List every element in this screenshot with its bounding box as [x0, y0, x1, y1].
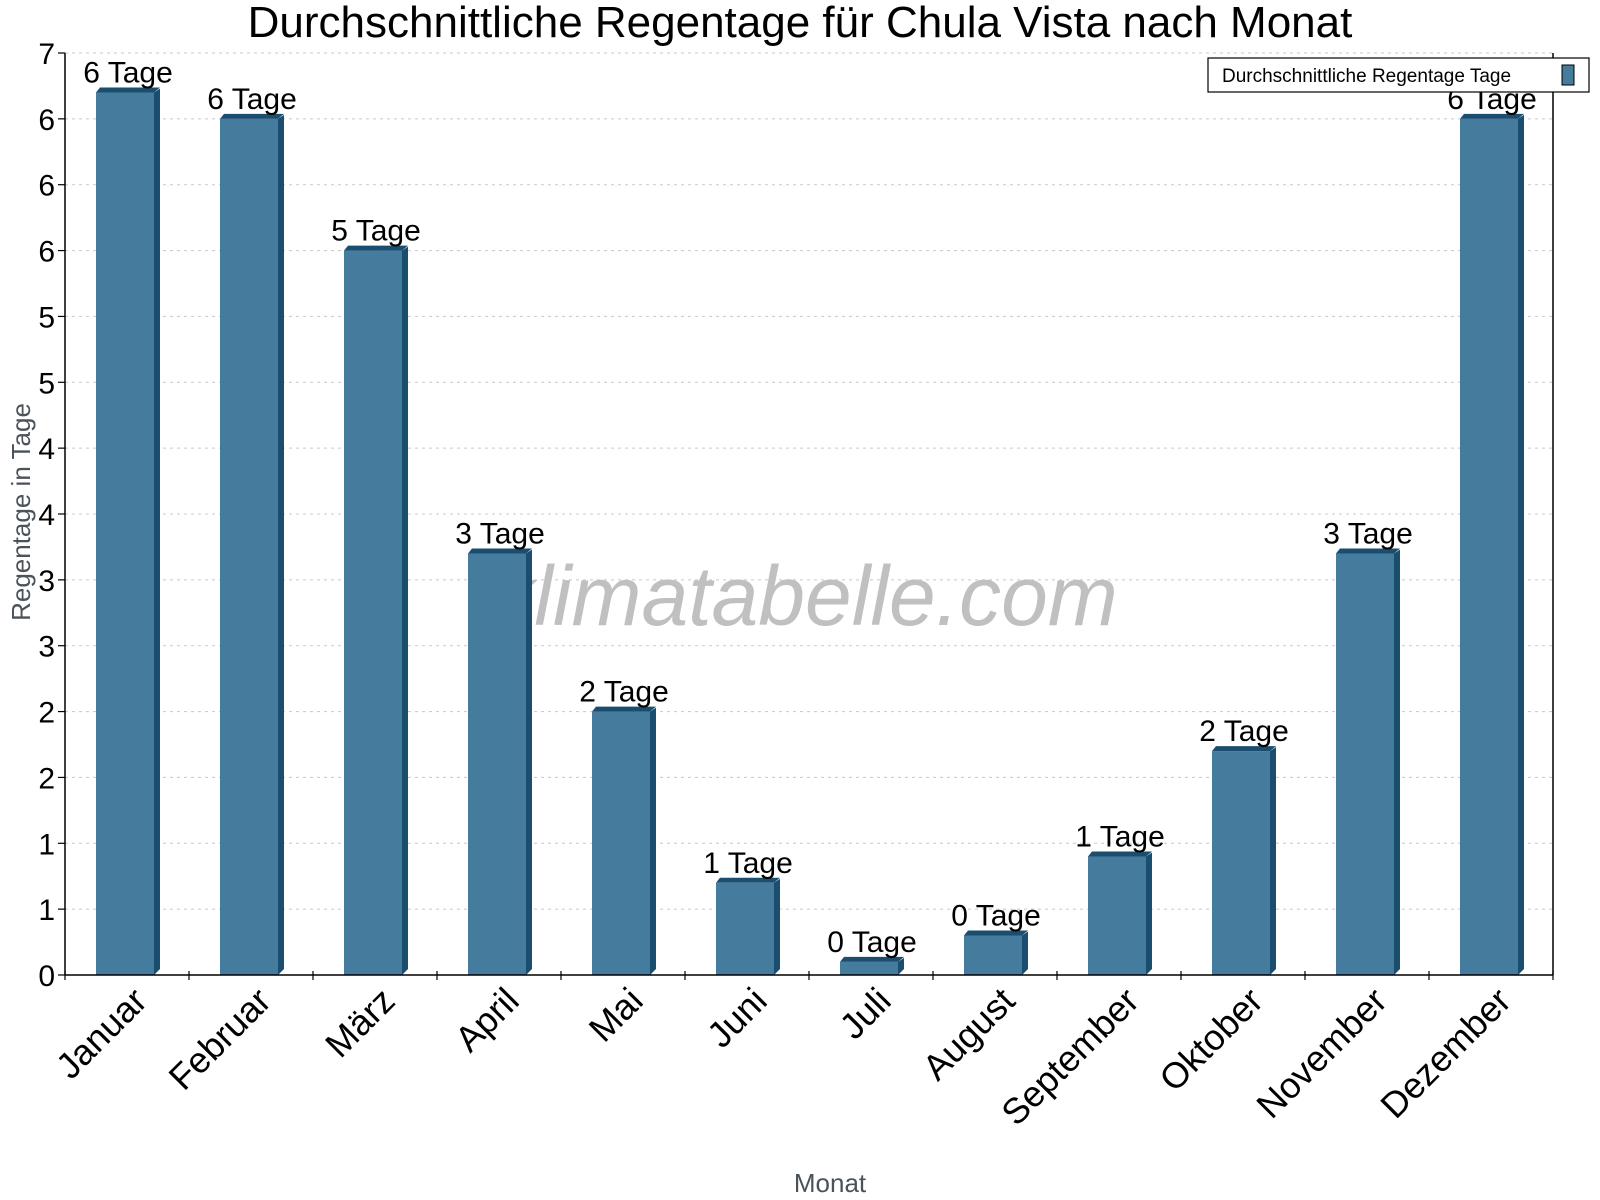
legend-box	[1207, 57, 1590, 93]
y-tick-label: 5	[38, 367, 55, 400]
bar-november: 3 Tage	[1323, 518, 1413, 975]
x-tick-label: Juli	[831, 980, 898, 1047]
y-tick-label: 6	[38, 236, 55, 269]
x-tick-label: Mai	[581, 980, 651, 1050]
bar-value-label: 0 Tage	[827, 926, 917, 959]
x-tick-label: Januar	[48, 980, 155, 1087]
y-tick-label: 2	[38, 697, 55, 730]
y-tick-label: 3	[38, 631, 55, 664]
y-tick-label: 3	[38, 565, 55, 598]
bar-value-label: 2 Tage	[1199, 715, 1289, 748]
bar-value-label: 2 Tage	[579, 676, 669, 709]
y-tick-label: 0	[38, 960, 55, 993]
bar-august: 0 Tage	[951, 899, 1041, 975]
bar-value-label: 3 Tage	[455, 518, 545, 551]
gridlines	[65, 52, 1553, 910]
x-tick-label: Dezember	[1372, 980, 1518, 1126]
bar-oktober: 2 Tage	[1199, 715, 1289, 975]
x-tick-label: März	[317, 980, 403, 1066]
y-tick-label: 4	[38, 499, 55, 532]
y-tick-label: 6	[38, 170, 55, 203]
y-tick-label: 6	[38, 104, 55, 137]
bar-value-label: 6 Tage	[207, 83, 297, 116]
y-tick-label: 1	[38, 894, 55, 927]
x-axis-title: Monat	[794, 1168, 867, 1198]
y-tick-label: 4	[38, 433, 55, 466]
bar-value-label: 6 Tage	[83, 57, 173, 90]
y-tick-label: 7	[38, 38, 55, 71]
bar-märz: 5 Tage	[331, 215, 421, 976]
bar-dezember: 6 Tage	[1447, 83, 1537, 976]
bar-juli: 0 Tage	[827, 926, 917, 975]
x-tick-label: April	[447, 980, 527, 1060]
x-tick-label: Februar	[161, 980, 279, 1098]
watermark: klimatabelle.com	[492, 549, 1118, 643]
legend: Durchschnittliche Regentage Tage	[1207, 57, 1590, 93]
legend-label: Durchschnittliche Regentage Tage	[1222, 66, 1511, 87]
bar-februar: 6 Tage	[207, 83, 297, 976]
x-tick-label: Oktober	[1151, 980, 1271, 1100]
x-tick-label: August	[914, 980, 1022, 1088]
y-tick-label: 1	[38, 828, 55, 861]
bar-value-label: 3 Tage	[1323, 518, 1413, 551]
bar-value-label: 1 Tage	[703, 847, 793, 880]
bar-januar: 6 Tage	[83, 57, 173, 975]
bar-value-label: 5 Tage	[331, 215, 421, 248]
bar-juni: 1 Tage	[703, 847, 793, 975]
y-tick-label: 5	[38, 301, 55, 334]
x-tick-label: November	[1248, 980, 1394, 1126]
bar-september: 1 Tage	[1075, 820, 1165, 975]
bar-april: 3 Tage	[455, 518, 545, 975]
bar-value-label: 1 Tage	[1075, 820, 1165, 853]
y-tick-label: 2	[38, 762, 55, 795]
bar-value-label: 0 Tage	[951, 899, 1041, 932]
y-axis-title: Regentage in Tage	[6, 403, 36, 621]
x-tick-label: Juni	[699, 980, 775, 1056]
legend-swatch-icon	[1561, 64, 1575, 86]
bar-mai: 2 Tage	[579, 676, 669, 975]
chart-title: Durchschnittliche Regentage für Chula Vi…	[248, 0, 1353, 47]
bars: 6 Tage 6 Tage 5 Tage 3 Tage 2 Tage 1 Tage 0 Ta…	[83, 57, 1537, 976]
